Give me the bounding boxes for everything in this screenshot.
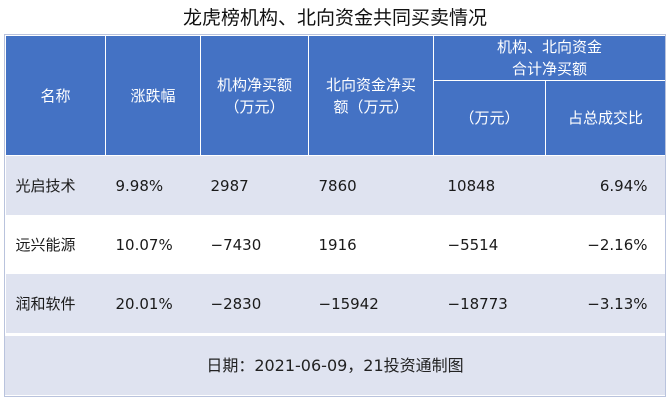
cell-total: 10848 bbox=[433, 155, 546, 215]
header-share: 占总成交比 bbox=[544, 80, 667, 156]
page-title: 龙虎榜机构、北向资金共同买卖情况 bbox=[182, 7, 487, 29]
header-north-line1: 北向资金净买 bbox=[325, 75, 416, 94]
header-north-line2: 额（万元） bbox=[333, 97, 409, 116]
header-combined-line2: 合计净买额 bbox=[512, 60, 588, 78]
header-combined-line1: 机构、北向资金 bbox=[497, 38, 603, 56]
data-table: 名称 涨跌幅 机构净买额 （万元） 北向资金净买 额（万元） 机构、北向资金 合… bbox=[5, 35, 667, 333]
cell-share: −3.13% bbox=[545, 274, 666, 333]
cell-inst: −7430 bbox=[200, 215, 309, 274]
header-combined-unit: （万元） bbox=[433, 80, 546, 156]
header-change-label: 涨跌幅 bbox=[130, 86, 176, 105]
header-inst-line2: （万元） bbox=[224, 97, 285, 116]
cell-share: −2.16% bbox=[545, 215, 666, 274]
cell-total: −5514 bbox=[433, 215, 546, 274]
header-inst-net-buy: 机构净买额 （万元） bbox=[200, 35, 309, 156]
cell-share: 6.94% bbox=[545, 155, 666, 215]
cell-name: 润和软件 bbox=[5, 274, 106, 333]
cell-change: 10.07% bbox=[105, 215, 201, 274]
cell-change: 20.01% bbox=[105, 274, 201, 333]
cell-name: 远兴能源 bbox=[5, 215, 106, 274]
cell-name: 光启技术 bbox=[5, 155, 106, 215]
header-combined-unit-label: （万元） bbox=[459, 109, 520, 127]
cell-change: 9.98% bbox=[105, 155, 201, 215]
table-row: 远兴能源 10.07% −7430 1916 −5514 −2.16% bbox=[5, 215, 666, 274]
header-share-label: 占总成交比 bbox=[568, 109, 644, 127]
source-footer: 日期：2021-06-09，21投资通制图 bbox=[5, 336, 665, 395]
cell-north: 7860 bbox=[308, 155, 434, 215]
header-name-label: 名称 bbox=[40, 86, 71, 105]
cell-north: 1916 bbox=[308, 215, 434, 274]
header-change: 涨跌幅 bbox=[105, 35, 201, 156]
header-combined: 机构、北向资金 合计净买额 bbox=[432, 35, 667, 81]
table-row: 润和软件 20.01% −2830 −15942 −18773 −3.13% bbox=[5, 274, 666, 333]
header-inst-line1: 机构净买额 bbox=[216, 75, 292, 94]
header-name: 名称 bbox=[5, 35, 106, 156]
cell-inst: 2987 bbox=[200, 155, 309, 215]
table-row: 光启技术 9.98% 2987 7860 10848 6.94% bbox=[5, 155, 666, 215]
cell-north: −15942 bbox=[308, 274, 434, 333]
cell-inst: −2830 bbox=[200, 274, 309, 333]
header-north-net-buy: 北向资金净买 额（万元） bbox=[308, 35, 434, 156]
cell-total: −18773 bbox=[433, 274, 546, 333]
